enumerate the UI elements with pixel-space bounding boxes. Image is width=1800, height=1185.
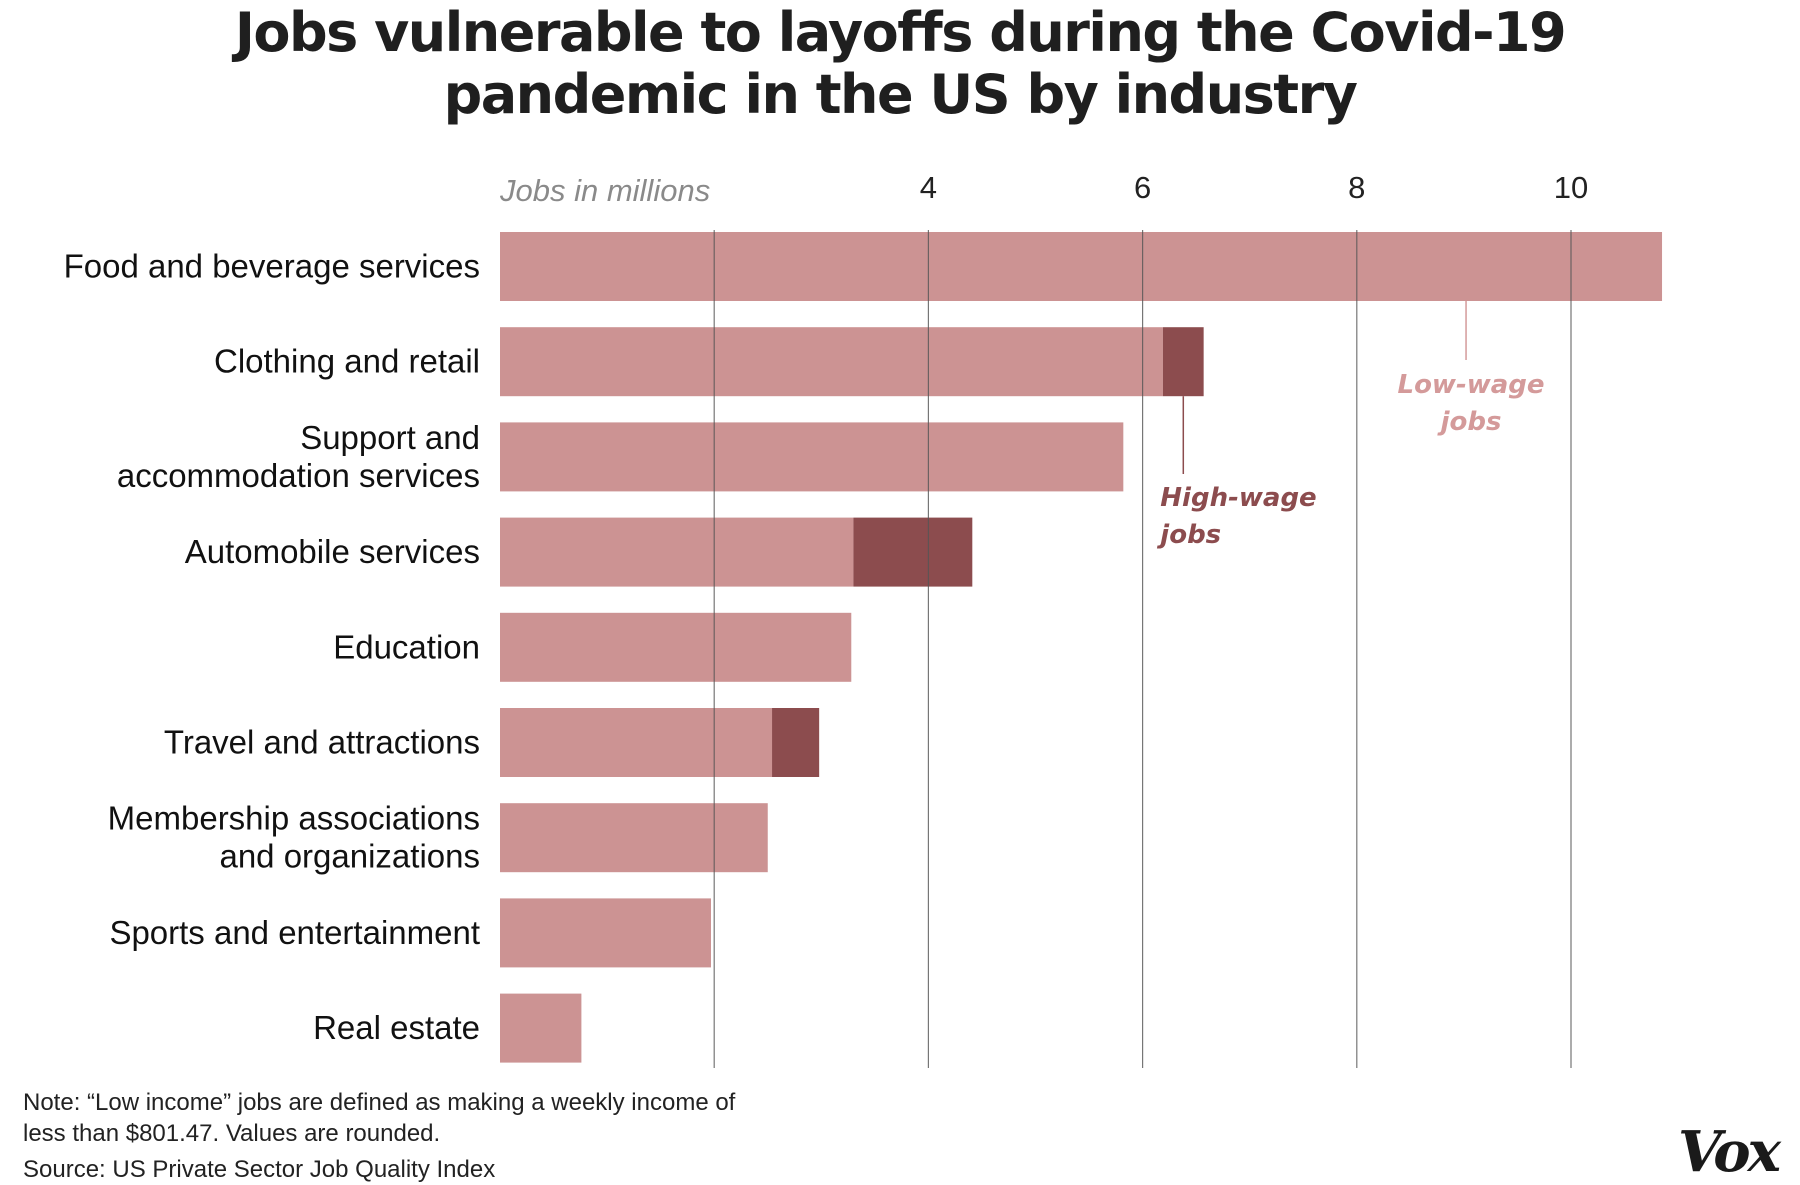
low-wage-bar bbox=[500, 232, 1663, 301]
low-wage-bar bbox=[500, 993, 582, 1063]
category-label: Automobile services bbox=[185, 533, 480, 570]
low-wage-bar bbox=[500, 517, 854, 587]
high-wage-annotation: High-wage bbox=[1160, 483, 1316, 513]
vox-logo: Vox bbox=[1677, 1119, 1781, 1185]
low-wage-bar bbox=[500, 803, 768, 873]
low-wage-bar bbox=[500, 422, 1124, 492]
high-wage-bar bbox=[1162, 327, 1204, 397]
source-line: Source: US Private Sector Job Quality In… bbox=[23, 1156, 496, 1183]
low-wage-bar bbox=[500, 612, 852, 682]
x-tick-label: 6 bbox=[1134, 170, 1151, 205]
x-tick-label: 8 bbox=[1348, 170, 1365, 205]
low-wage-bar bbox=[500, 327, 1163, 397]
category-label: Membership associations and organizations bbox=[108, 800, 480, 875]
high-wage-annotation: jobs bbox=[1156, 520, 1221, 550]
title-line-1: Jobs vulnerable to layoffs during the Co… bbox=[234, 1, 1567, 64]
high-wage-bar bbox=[772, 708, 820, 777]
category-label: Education bbox=[333, 628, 480, 665]
category-label: Clothing and retail bbox=[214, 343, 480, 380]
chart-title: Jobs vulnerable to layoffs during the Co… bbox=[0, 0, 1800, 126]
footnote: Note: “Low income” jobs are defined as m… bbox=[23, 1089, 736, 1147]
axis-label: Jobs in millions bbox=[499, 173, 710, 208]
category-label: Sports and entertainment bbox=[109, 914, 480, 951]
category-label: Real estate bbox=[313, 1009, 480, 1046]
low-wage-bar bbox=[500, 898, 711, 968]
x-tick-label: 10 bbox=[1554, 170, 1588, 205]
low-wage-annotation: Low-wage bbox=[1398, 370, 1545, 400]
x-tick-label: 4 bbox=[920, 170, 937, 205]
low-wage-bar bbox=[500, 708, 773, 777]
category-label: Travel and attractions bbox=[164, 724, 480, 761]
high-wage-bar bbox=[853, 517, 973, 587]
title-line-2: pandemic in the US by industry bbox=[443, 63, 1358, 126]
category-label: Support and accommodation services bbox=[117, 419, 480, 494]
category-label: Food and beverage services bbox=[64, 248, 480, 285]
low-wage-annotation: jobs bbox=[1437, 407, 1502, 437]
